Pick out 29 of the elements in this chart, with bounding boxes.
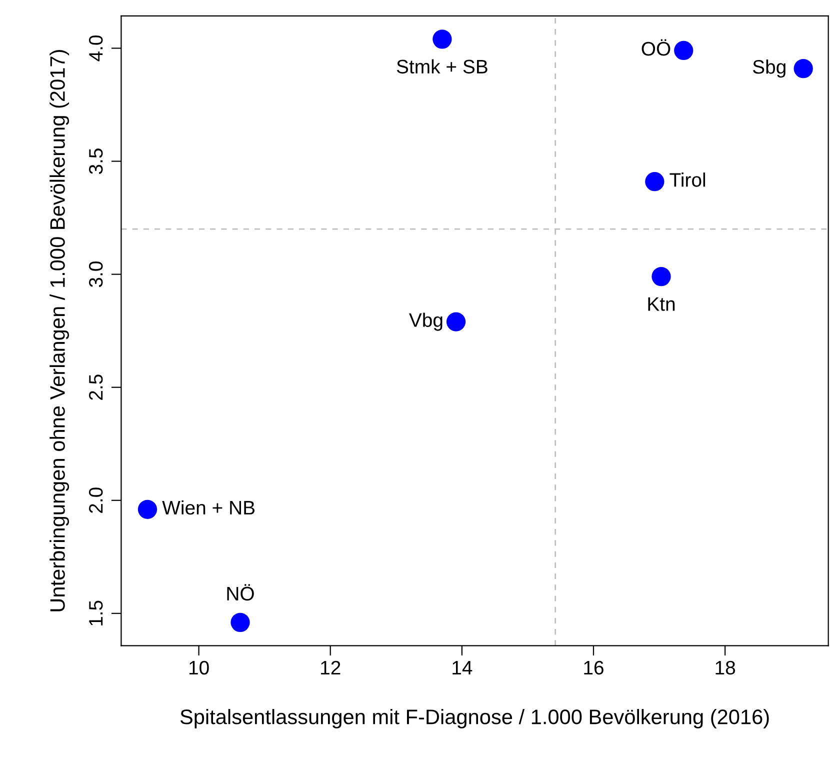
y-tick-label: 2.0	[88, 488, 103, 513]
point	[794, 59, 813, 78]
y-tick-label: 4.0	[88, 35, 103, 62]
annotation: Tirol	[670, 172, 706, 187]
point	[652, 266, 671, 286]
point	[446, 312, 466, 332]
point	[674, 40, 694, 60]
x-tick-label: 14	[452, 661, 472, 674]
point	[432, 30, 452, 49]
x-tick-label: 16	[584, 660, 604, 675]
annotation: Stmk + SB	[396, 59, 488, 74]
x-tick-label: 10	[189, 660, 209, 675]
point	[230, 612, 250, 632]
annotation: Wien + NB	[162, 500, 255, 515]
x-tick-label: 18	[716, 660, 736, 675]
annotation: Sbg	[752, 60, 786, 78]
annotation: NÖ	[227, 584, 254, 601]
y-tick-label: 2.5	[88, 374, 103, 400]
y-tick-label: 3.5	[88, 148, 103, 174]
y-axis-title: Unterbringungen ohne Verlangen / 1.000 Bevölkerung (2017)	[50, 50, 70, 612]
annotation: Vbg	[409, 312, 442, 331]
annotation: OÖ	[642, 39, 670, 56]
x-axis-title: Spitalsentlassungen mit F-Diagnose / 1.000 Bevölkerung (2016)	[180, 708, 769, 728]
x-tick-label: 12	[321, 660, 340, 674]
point	[138, 500, 158, 519]
y-tick-label: 1.5	[89, 600, 103, 626]
annotation: Ktn	[648, 297, 675, 311]
y-tick-label: 3.0	[88, 262, 103, 288]
point	[645, 172, 664, 192]
